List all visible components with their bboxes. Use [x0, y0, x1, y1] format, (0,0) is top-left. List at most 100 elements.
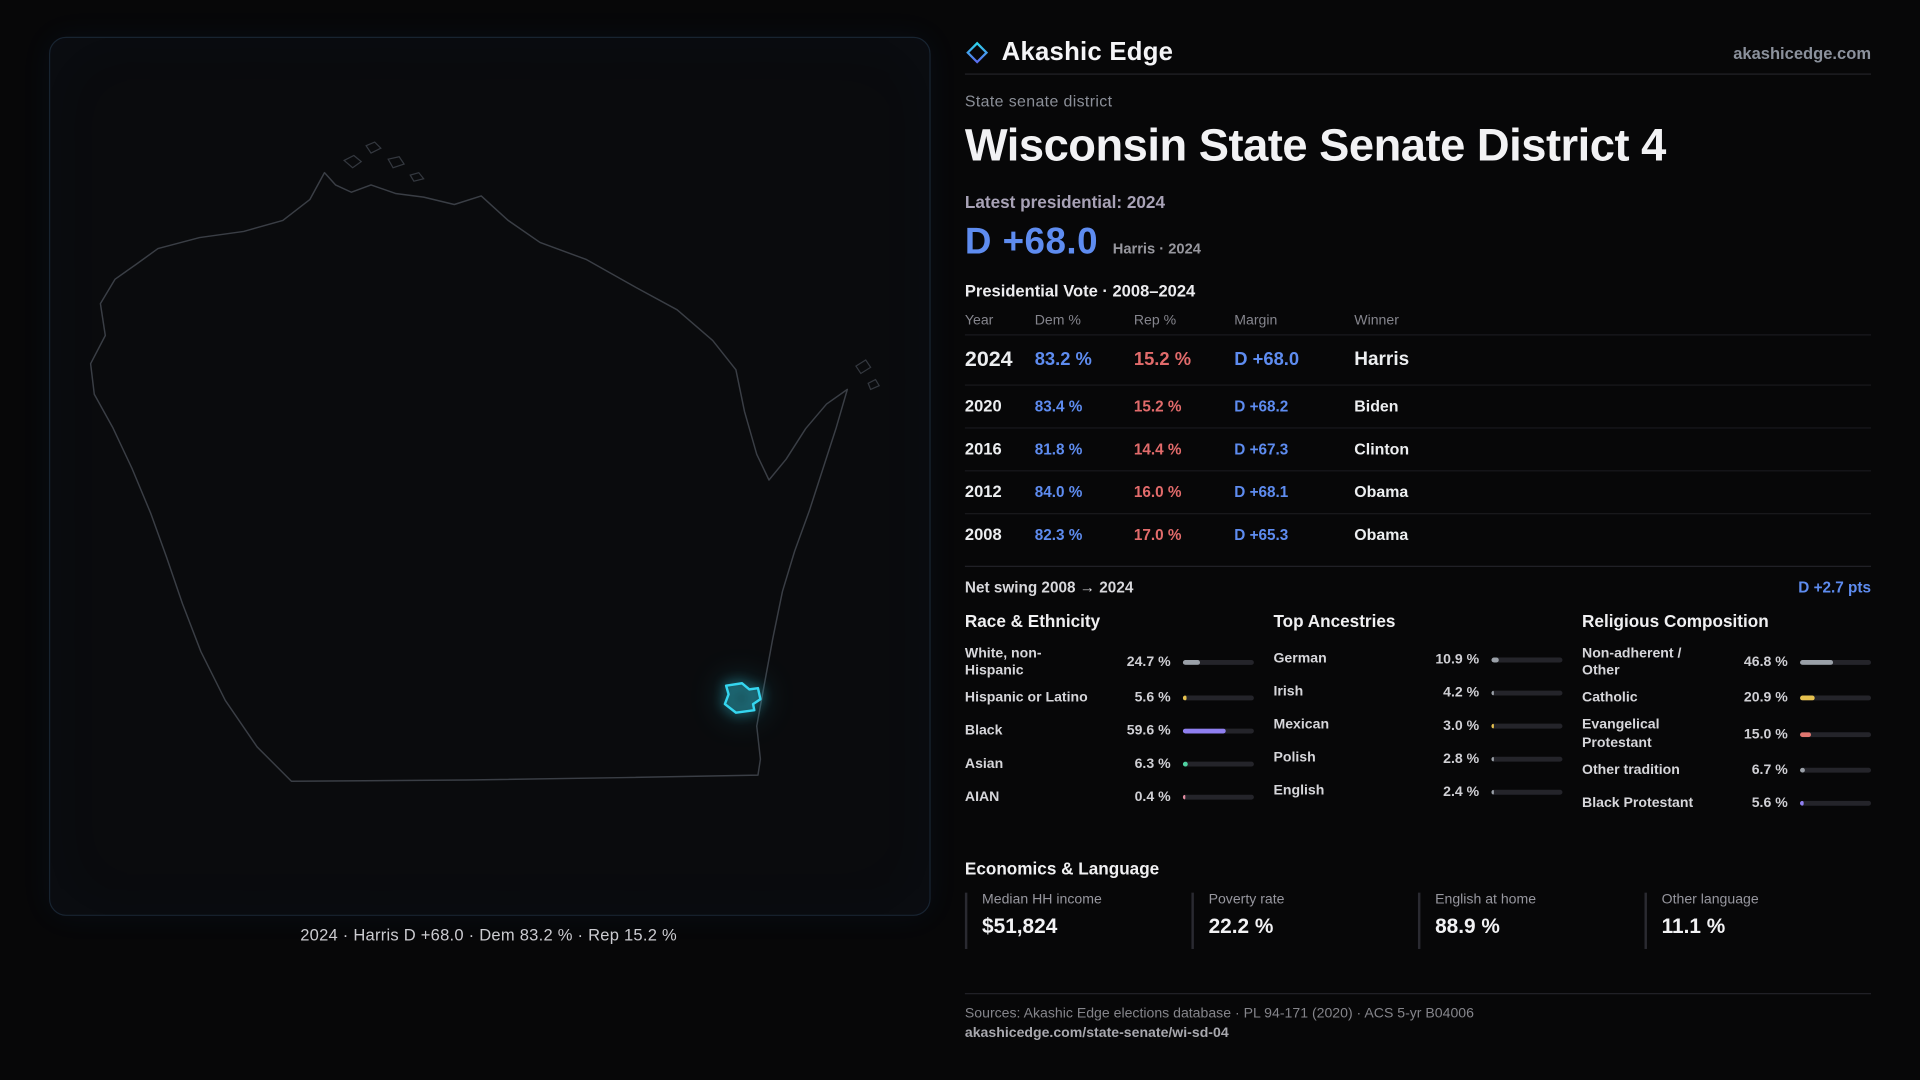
demo-row: Black 59.6 %	[965, 717, 1254, 746]
vote-row: 2024 83.2 % 15.2 % D +68.0 Harris	[964, 335, 1872, 386]
demo-bar	[1182, 795, 1254, 800]
vote-year: 2012	[964, 482, 1002, 501]
demo-row: Non-adherent / Other 46.8 %	[1582, 645, 1872, 680]
demo-bar-fill	[1491, 789, 1494, 795]
demo-value: 6.7 %	[1751, 762, 1788, 778]
demo-label: English	[1273, 784, 1325, 799]
site-link[interactable]: akashicedge.com	[1733, 43, 1872, 62]
vote-rep-pct: 15.2 %	[1133, 349, 1192, 370]
vote-dem-pct: 83.2 %	[1034, 349, 1092, 370]
demo-value: 2.4 %	[1443, 784, 1480, 800]
demo-label: Non-adherent / Other	[1582, 645, 1682, 679]
headline-margin: D +68.0 Harris · 2024	[965, 221, 1871, 261]
demographics: Race & Ethnicity White, non-Hispanic 24.7…	[965, 610, 1872, 838]
vote-dem-pct: 83.4 %	[1034, 397, 1083, 415]
demo-bar-fill	[1182, 795, 1186, 800]
stat-value: 22.2 %	[1208, 914, 1274, 938]
demo-bar	[1800, 659, 1872, 665]
vote-row: 2012 84.0 % 16.0 % D +68.1 Obama	[964, 471, 1872, 514]
page-title: Wisconsin State Senate District 4	[964, 120, 1666, 171]
stat-label: Median HH income	[982, 892, 1102, 907]
stat-cell: Other language 11.1 %	[1644, 892, 1871, 949]
vote-rep-pct: 16.0 %	[1133, 483, 1182, 501]
vote-winner: Clinton	[1354, 439, 1410, 459]
demo-row: Asian 6.3 %	[965, 750, 1254, 779]
vote-column-header: Year	[964, 312, 994, 328]
vote-margin: D +68.1	[1234, 483, 1289, 501]
vote-year: 2024	[964, 346, 1013, 372]
demo-row: White, non-Hispanic 24.7 %	[965, 645, 1254, 680]
map-panel	[48, 36, 931, 916]
demo-row: Other tradition 6.7 %	[1582, 756, 1872, 785]
apostle-islands-outline	[342, 141, 881, 391]
demo-label: White, non-Hispanic	[964, 645, 1042, 679]
demo-bar	[1182, 695, 1254, 701]
demo-label: Hispanic or Latino	[964, 690, 1088, 706]
demo-label: Mexican	[1273, 717, 1330, 733]
ancestry-column: Top Ancestries German 10.9 % Irish 4.2 % Mex…	[1273, 610, 1563, 838]
wisconsin-outline	[89, 171, 849, 782]
divider	[964, 992, 1872, 994]
vote-winner: Obama	[1354, 525, 1409, 544]
vote-winner: Obama	[1354, 482, 1409, 501]
stat-value: 11.1 %	[1661, 914, 1726, 938]
net-swing-value: D +2.7 pts	[1798, 578, 1872, 596]
demo-value: 6.3 %	[1134, 757, 1171, 772]
demo-label: Other tradition	[1582, 762, 1680, 778]
race-column: Race & Ethnicity White, non-Hispanic 24.7…	[965, 610, 1254, 838]
demo-bar	[1800, 800, 1872, 806]
vote-year: 2016	[964, 439, 1002, 459]
demo-label: Black	[964, 723, 1003, 739]
demo-value: 24.7 %	[1126, 655, 1171, 670]
divider	[964, 565, 1872, 567]
demo-row: German 10.9 %	[1273, 645, 1563, 674]
demo-row: Black Protestant 5.6 %	[1582, 789, 1872, 818]
demo-bar	[1491, 656, 1563, 662]
vote-margin: D +67.3	[1234, 440, 1289, 458]
kicker: State senate district	[964, 91, 1113, 111]
religion-title: Religious Composition	[1582, 610, 1769, 631]
demo-bar	[1491, 789, 1563, 795]
vote-row: 2008 82.3 % 17.0 % D +65.3 Obama	[965, 514, 1871, 556]
ancestry-title: Top Ancestries	[1273, 610, 1396, 631]
vote-column-header: Margin	[1234, 312, 1278, 328]
demo-value: 59.6 %	[1126, 724, 1171, 739]
demo-label: AIAN	[964, 789, 1000, 805]
demo-label: German	[1273, 651, 1327, 667]
demo-value: 4.2 %	[1443, 685, 1480, 700]
demo-row: Evangelical Protestant 15.0 %	[1582, 717, 1872, 752]
religion-list: Non-adherent / Other 46.8 % Catholic 20.9 %…	[1582, 645, 1872, 818]
vote-dem-pct: 82.3 %	[1034, 525, 1083, 544]
vote-winner: Harris	[1354, 348, 1410, 370]
demo-row: Polish 2.8 %	[1273, 744, 1563, 773]
demo-bar	[1491, 723, 1563, 729]
stat-value: 88.9 %	[1435, 914, 1500, 938]
demo-value: 10.9 %	[1435, 652, 1480, 667]
map-caption: 2024 · Harris D +68.0 · Dem 83.2 % · Rep…	[300, 925, 677, 945]
demo-bar-fill	[1800, 695, 1815, 701]
permalink[interactable]: akashicedge.com/state-senate/wi-sd-04	[964, 1025, 1229, 1041]
demo-label: Catholic	[1582, 690, 1638, 706]
vote-margin: D +68.2	[1234, 397, 1289, 415]
vote-column-header: Winner	[1354, 312, 1399, 328]
demo-bar-fill	[1800, 731, 1811, 737]
demo-bar-fill	[1182, 728, 1226, 734]
demo-value: 15.0 %	[1743, 726, 1788, 742]
race-title: Race & Ethnicity	[964, 610, 1101, 631]
district-highlight	[723, 682, 762, 714]
demo-bar-fill	[1800, 767, 1805, 773]
demo-value: 46.8 %	[1743, 655, 1788, 670]
demo-label: Irish	[1273, 684, 1304, 700]
stat-value: $51,824	[982, 914, 1058, 938]
demo-bar	[1800, 767, 1872, 773]
vote-dem-pct: 81.8 %	[1034, 440, 1083, 458]
margin-value: D +68.0	[964, 221, 1099, 262]
net-swing: Net swing 2008 → 2024 D +2.7 pts	[965, 579, 1871, 596]
vote-winner: Biden	[1354, 396, 1399, 416]
demo-bar	[1182, 659, 1254, 665]
vote-column-header: Rep %	[1133, 312, 1177, 328]
demo-label: Black Protestant	[1582, 795, 1694, 811]
religion-column: Religious Composition Non-adherent / Oth…	[1582, 610, 1872, 838]
demo-value: 0.4 %	[1134, 790, 1171, 805]
demo-row: Irish 4.2 %	[1273, 678, 1563, 707]
